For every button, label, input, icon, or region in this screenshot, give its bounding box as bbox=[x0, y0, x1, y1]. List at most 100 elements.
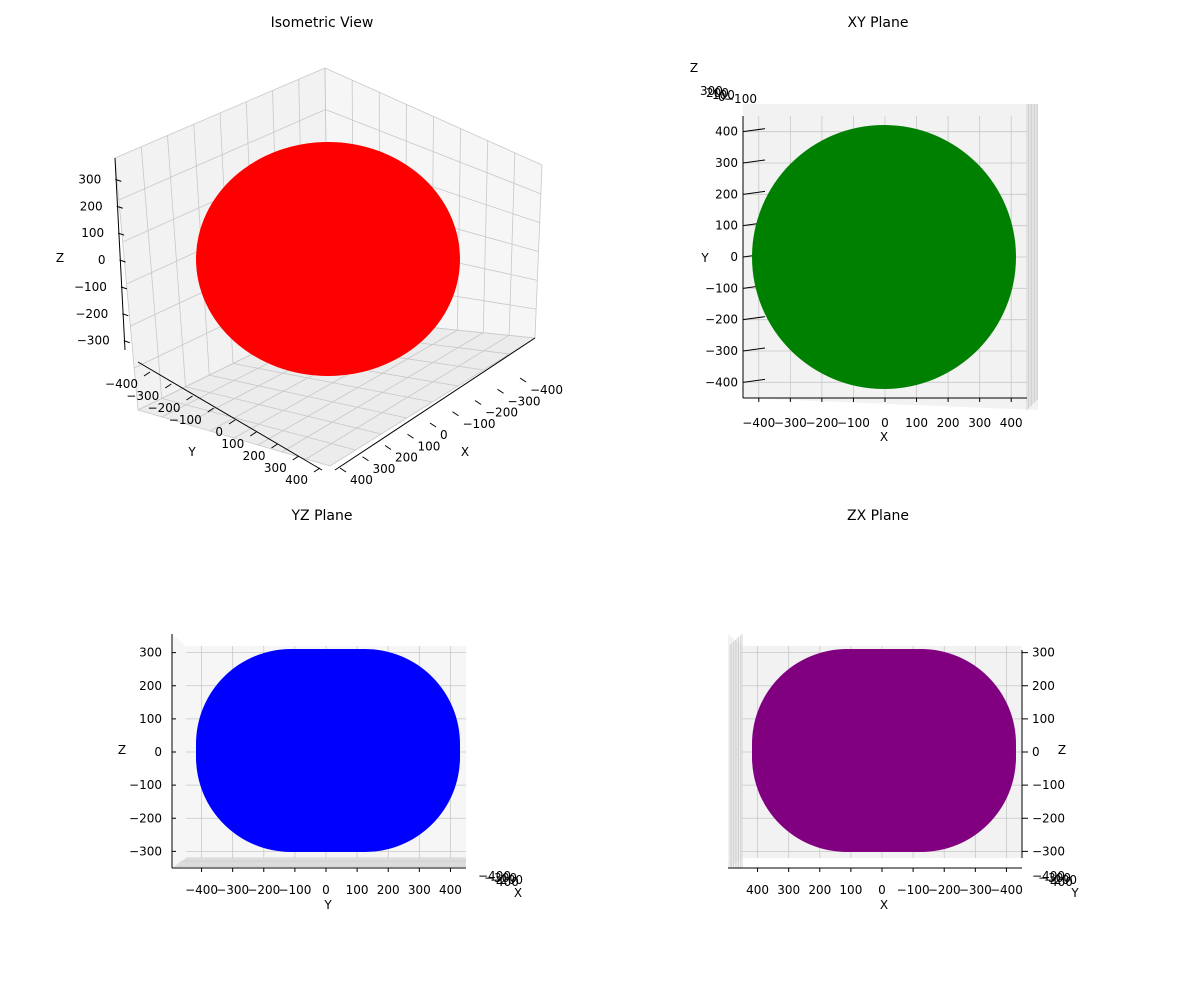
z-tick-label: 0 bbox=[98, 253, 106, 267]
x-tick-mark bbox=[474, 400, 482, 405]
y-tick-mark bbox=[164, 383, 172, 389]
y-tick-label: −400 bbox=[105, 377, 138, 391]
x-tick-label: −400 bbox=[742, 416, 775, 430]
y-tick-label: 300 bbox=[264, 461, 287, 475]
x-tick-mark bbox=[384, 445, 392, 450]
x-tick-label: −400 bbox=[990, 883, 1023, 897]
y-tick-label: −400 bbox=[1032, 869, 1065, 883]
x-tick-label: 300 bbox=[373, 462, 396, 476]
y-tick-label: −200 bbox=[1044, 873, 1077, 887]
tick-labels: −400−300−200−100 0 100 200 300 400−400−300−20… bbox=[700, 84, 1023, 430]
y-tick-label: 300 bbox=[715, 156, 738, 170]
x-tick-label: −100 bbox=[463, 417, 496, 431]
z-axis-label: Z bbox=[1058, 743, 1066, 757]
x-tick-mark bbox=[519, 377, 527, 383]
z-tick-label: −200 bbox=[75, 307, 108, 321]
x-tick-label: 400 bbox=[1000, 416, 1023, 430]
z-axis-line bbox=[114, 157, 126, 351]
x-tick-label: −300 bbox=[774, 416, 807, 430]
z-tick-mark bbox=[115, 178, 122, 182]
panel-yz: YZ Plane −400−300−200−100 0 100 200 300 400−3… bbox=[118, 508, 523, 912]
y-tick-label: 100 bbox=[715, 219, 738, 233]
y-tick-mark bbox=[313, 467, 321, 473]
panel-zx: ZX Plane 400 300 200 100 0 −100−200−300−400−3… bbox=[728, 508, 1079, 912]
data-cloud bbox=[196, 142, 460, 376]
y-tick-label: 0 bbox=[322, 883, 330, 897]
grid-line bbox=[118, 109, 326, 201]
y-tick-mark bbox=[186, 395, 193, 401]
y-tick-label: −200 bbox=[705, 313, 738, 327]
y-axis-line bbox=[137, 361, 323, 471]
x-tick-label: −400 bbox=[530, 383, 563, 397]
y-tick-label: −300 bbox=[126, 389, 159, 403]
z-tick-mark bbox=[117, 232, 125, 236]
y-tick-label: −200 bbox=[148, 401, 181, 415]
y-tick-label: 200 bbox=[377, 883, 400, 897]
tick-labels: −300−200−1000100200300−400−300−200−10001… bbox=[74, 172, 563, 487]
y-tick-label: 400 bbox=[715, 125, 738, 139]
x-axis-label: X bbox=[461, 445, 469, 459]
y-tick-label: −100 bbox=[705, 281, 738, 295]
chart-title: XY Plane bbox=[848, 15, 909, 31]
z-tick-label: 200 bbox=[706, 86, 729, 100]
y-axis-label: Y bbox=[323, 898, 332, 912]
y-tick-mark bbox=[228, 419, 236, 425]
z-tick-label: 200 bbox=[80, 199, 103, 213]
y-axis-label: Y bbox=[700, 251, 709, 265]
y-tick-label: 0 bbox=[730, 250, 738, 264]
grid-line bbox=[114, 67, 326, 159]
x-tick-label: −300 bbox=[959, 883, 992, 897]
z-tick-mark bbox=[123, 340, 130, 344]
z-tick-label: 100 bbox=[1032, 712, 1055, 726]
z-tick-label: 100 bbox=[81, 226, 104, 240]
z-tick-label: 0 bbox=[1032, 745, 1040, 759]
z-tick-label: 0 bbox=[154, 745, 162, 759]
z-tick-label: −200 bbox=[129, 811, 162, 825]
data-cloud bbox=[196, 649, 460, 852]
z-axis-label: Z bbox=[690, 61, 698, 75]
y-tick-label: 100 bbox=[221, 437, 244, 451]
tick-labels: −400−300−200−100 0 100 200 300 400−300−200−10… bbox=[129, 646, 523, 897]
grid-line bbox=[281, 332, 484, 453]
grid-line bbox=[324, 67, 543, 166]
y-tick-mark bbox=[742, 128, 766, 133]
z-tick-label: 200 bbox=[1032, 679, 1055, 693]
chart-title: YZ Plane bbox=[291, 508, 353, 524]
y-tick-label: −100 bbox=[169, 413, 202, 427]
x-tick-label: −200 bbox=[490, 873, 523, 887]
z-tick-label: 300 bbox=[139, 646, 162, 660]
chart-title: ZX Plane bbox=[847, 508, 909, 524]
z-tick-label: −100 bbox=[724, 92, 757, 106]
x-tick-label: 100 bbox=[839, 883, 862, 897]
x-axis-label: X bbox=[880, 898, 888, 912]
y-tick-label: −300 bbox=[1038, 871, 1071, 885]
x-tick-label: −400 bbox=[478, 869, 511, 883]
z-axis-label: Z bbox=[118, 743, 126, 757]
data-cloud bbox=[752, 125, 1016, 389]
y-tick-mark bbox=[742, 159, 766, 164]
x-tick-label: 0 bbox=[881, 416, 889, 430]
x-tick-label: −100 bbox=[897, 883, 930, 897]
x-tick-label: 400 bbox=[496, 875, 519, 889]
panel-xy: XY Plane −400−300−200−100 0 100 200 300 400−4… bbox=[690, 15, 1038, 444]
x-tick-mark bbox=[339, 467, 347, 473]
z-tick-label: 100 bbox=[139, 712, 162, 726]
x-tick-label: −100 bbox=[837, 416, 870, 430]
y-axis-label: Y bbox=[187, 445, 196, 459]
x-tick-label: −300 bbox=[508, 394, 541, 408]
z-tick-label: 300 bbox=[700, 84, 723, 98]
x-tick-label: 0 bbox=[440, 428, 448, 442]
z-tick-label: −300 bbox=[77, 334, 110, 348]
x-tick-mark bbox=[362, 456, 369, 462]
y-tick-label: 0 bbox=[215, 425, 223, 439]
x-tick-mark bbox=[497, 388, 504, 394]
chart-title: Isometric View bbox=[271, 15, 374, 31]
y-tick-mark bbox=[249, 431, 257, 437]
y-tick-mark bbox=[143, 371, 151, 377]
y-tick-label: 400 bbox=[285, 473, 308, 487]
grid-line bbox=[257, 329, 458, 446]
z-tick-label: 300 bbox=[78, 172, 101, 186]
z-tick-label: −300 bbox=[1032, 844, 1065, 858]
x-tick-label: 100 bbox=[418, 439, 441, 453]
